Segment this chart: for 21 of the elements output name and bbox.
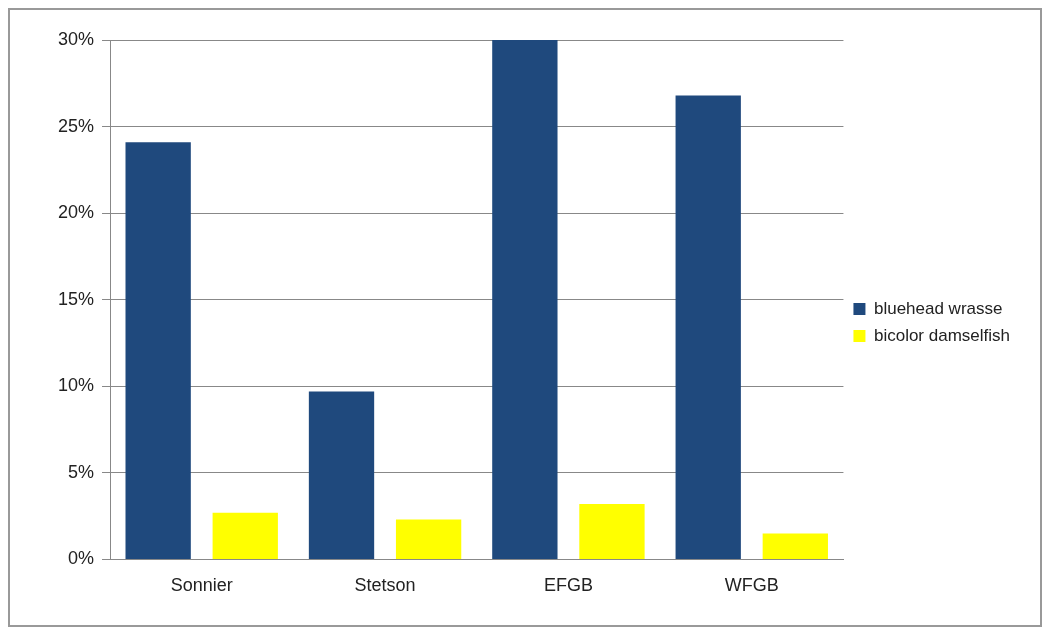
- x-tick-label: Stetson: [354, 575, 416, 596]
- bar: [579, 504, 645, 559]
- y-tick-label: 0%: [68, 548, 95, 569]
- y-tick-label: 15%: [58, 288, 95, 309]
- bar: [308, 391, 375, 559]
- bar: [492, 40, 558, 559]
- x-tick-label: Sonnier: [170, 575, 233, 596]
- bar: [762, 533, 828, 559]
- y-tick-label: 25%: [58, 115, 95, 136]
- y-tick-label: 20%: [58, 202, 95, 223]
- y-tick-label: 5%: [68, 461, 95, 482]
- legend-label: bluehead wrasse: [873, 298, 1003, 318]
- y-tick-label: 10%: [58, 375, 95, 396]
- bar: [212, 512, 278, 559]
- bar: [675, 95, 741, 559]
- legend-label: bicolor damselfish: [873, 325, 1010, 345]
- y-tick-label: 30%: [58, 28, 95, 49]
- bar: [395, 519, 462, 559]
- x-tick-label: WFGB: [724, 575, 779, 596]
- x-tick-label: EFGB: [543, 575, 593, 596]
- bar: [125, 142, 191, 559]
